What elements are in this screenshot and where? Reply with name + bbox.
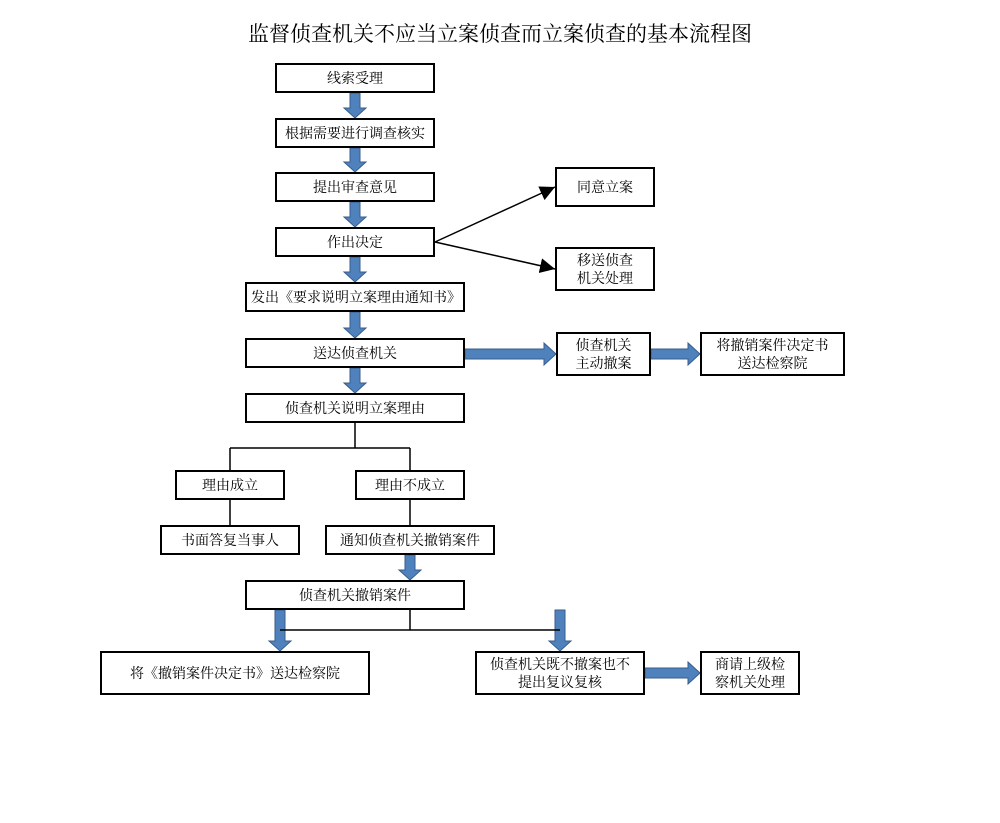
node-n18: 侦查机关主动撤案 <box>556 332 651 376</box>
node-n7: 侦查机关说明立案理由 <box>245 393 465 423</box>
page-title: 监督侦查机关不应当立案侦查而立案侦查的基本流程图 <box>0 18 1000 48</box>
node-n12: 侦查机关撤销案件 <box>245 580 465 610</box>
node-n13: 将《撤销案件决定书》送达检察院 <box>100 651 370 695</box>
node-n16: 同意立案 <box>555 167 655 207</box>
arrow-right-icon <box>465 343 556 365</box>
node-n15: 商请上级检察机关处理 <box>700 651 800 695</box>
node-n1: 线索受理 <box>275 63 435 93</box>
node-n17: 移送侦查机关处理 <box>555 247 655 291</box>
flowchart-page: 监督侦查机关不应当立案侦查而立案侦查的基本流程图 线索受理根据需要进行调查核实提… <box>0 0 1000 823</box>
node-n6: 送达侦查机关 <box>245 338 465 368</box>
arrow-down-icon <box>269 610 291 651</box>
arrow-down-icon <box>344 312 366 338</box>
node-n11: 通知侦查机关撤销案件 <box>325 525 495 555</box>
connector-line <box>435 187 555 242</box>
node-n19: 将撤销案件决定书送达检察院 <box>700 332 845 376</box>
arrow-right-icon <box>651 343 700 365</box>
node-n8: 理由成立 <box>175 470 285 500</box>
arrow-down-icon <box>344 368 366 393</box>
arrow-down-icon <box>344 148 366 172</box>
node-n2: 根据需要进行调查核实 <box>275 118 435 148</box>
node-n4: 作出决定 <box>275 227 435 257</box>
connector-line <box>435 242 555 269</box>
connectors-layer <box>0 0 1000 823</box>
node-n5: 发出《要求说明立案理由通知书》 <box>245 282 465 312</box>
arrow-down-icon <box>399 555 421 580</box>
arrow-down-icon <box>549 610 571 651</box>
arrow-down-icon <box>344 202 366 227</box>
node-n10: 书面答复当事人 <box>160 525 300 555</box>
arrow-down-icon <box>344 93 366 118</box>
arrow-down-icon <box>344 257 366 282</box>
node-n14: 侦查机关既不撤案也不提出复议复核 <box>475 651 645 695</box>
arrow-right-icon <box>645 662 700 684</box>
node-n9: 理由不成立 <box>355 470 465 500</box>
node-n3: 提出审查意见 <box>275 172 435 202</box>
